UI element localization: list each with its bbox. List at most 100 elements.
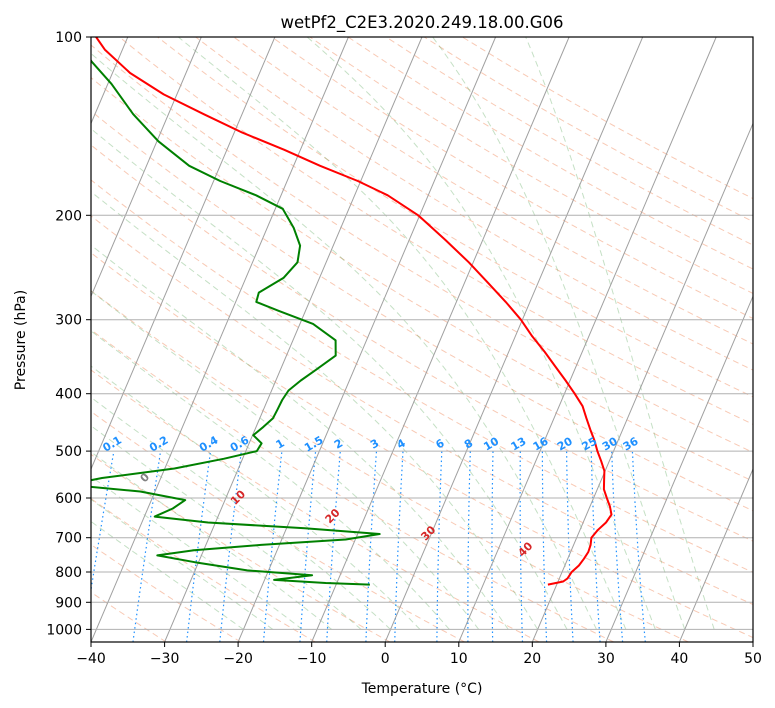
mixing-ratio-label: 4 [395, 436, 408, 451]
moist-adiabat [432, 37, 686, 630]
dry-adiabat [233, 37, 753, 345]
mixing-ratio-line [262, 451, 283, 642]
x-tick-label: −20 [223, 651, 253, 667]
x-tick-label: 40 [670, 651, 688, 667]
moist-adiabat [91, 52, 597, 630]
isotherm-line [237, 37, 497, 642]
y-axis-label: Pressure (hPa) [13, 290, 29, 390]
y-tick-label: 900 [55, 595, 82, 611]
axes: −40 −30 −20 −10 0 10 20 30 40 50 100 200 300 400 500 60… [46, 30, 762, 667]
mixing-ratio-label: 6 [433, 436, 446, 451]
mixing-ratio-line [326, 451, 341, 642]
temperature-profile [95, 37, 613, 586]
dry-adiabat [91, 144, 753, 542]
isotherm-line [91, 37, 349, 642]
mixing-ratio-label: 3 [368, 437, 381, 452]
dry-adiabat [91, 110, 753, 512]
mixing-ratio-line [611, 451, 624, 642]
isotherm-line [91, 37, 202, 298]
mixing-ratio-line [186, 451, 212, 642]
moist-adiabat [306, 37, 656, 630]
isotherm-line [91, 37, 276, 471]
mixing-ratio-line [219, 451, 242, 642]
dry-adiabat [91, 369, 540, 642]
dry-adiabat [385, 37, 753, 246]
mixing-ratio-line [541, 451, 548, 642]
isotherm-line [384, 37, 644, 642]
y-tick-label: 500 [55, 444, 82, 460]
moist-adiabat [91, 425, 362, 630]
moist-adiabat [91, 396, 391, 630]
x-tick-label: 0 [381, 651, 390, 667]
isotherm-line [605, 294, 753, 642]
x-axis-label: Temperature (°C) [361, 681, 483, 697]
x-tick-label: −30 [150, 651, 180, 667]
moist-adiabat [91, 451, 332, 630]
mixing-ratio-line [299, 451, 317, 642]
isotherm-line [164, 37, 423, 642]
dry-adiabat [195, 37, 753, 371]
x-tick-label: 30 [597, 651, 615, 667]
moist-adiabat [525, 37, 715, 630]
mixing-ratio-line [365, 451, 378, 642]
y-tick-label: 200 [55, 208, 82, 224]
moist-adiabat [91, 520, 244, 630]
mixing-ratio-line [436, 451, 443, 642]
plot-frame [90, 36, 754, 643]
moist-adiabat [91, 290, 480, 630]
x-tick-label: 50 [744, 651, 762, 667]
x-tick-label: 20 [523, 651, 541, 667]
dry-adiabat [91, 44, 753, 453]
dry-adiabat [91, 215, 753, 606]
mixing-ratio-line [394, 451, 404, 642]
dewpoint-profile [91, 58, 381, 586]
dry-adiabat [157, 37, 753, 398]
y-tick-label: 700 [55, 531, 82, 547]
mixing-ratio-line [467, 451, 471, 642]
isopleth-labels: 0.1 0.2 0.4 0.6 1 1.5 2 3 4 6 8 10 13 16 20 25 30 3601020… [100, 433, 640, 559]
isotherm-line [678, 467, 753, 642]
y-tick-label: 800 [55, 565, 82, 581]
dry-adiabat-label: 10 [228, 487, 248, 507]
isotherm-line [531, 122, 753, 642]
moist-adiabat [177, 37, 627, 630]
dry-adiabat [91, 329, 614, 642]
y-tick-label: 400 [55, 387, 82, 403]
mixing-ratio-label: 2 [332, 437, 345, 452]
mixing-ratio-line [631, 451, 646, 642]
isotherm-line [311, 37, 570, 642]
profiles [91, 37, 613, 586]
mixing-ratio-line [590, 451, 601, 642]
x-tick-label: −40 [76, 651, 106, 667]
dry-adiabat [91, 252, 753, 639]
y-tick-label: 100 [55, 30, 82, 46]
mixing-ratio-line [91, 450, 115, 594]
chart-title: wetPf2_C2E3.2020.249.18.00.G06 [280, 13, 563, 33]
isotherm-line [752, 640, 753, 642]
dry-adiabat [91, 76, 753, 482]
mixing-ratio-label: 1 [274, 437, 287, 452]
mixing-ratio-line [519, 451, 524, 642]
mixing-ratio-label: 8 [462, 437, 475, 452]
y-tick-label: 1000 [46, 622, 82, 638]
dry-adiabat [119, 37, 753, 425]
moist-adiabat [91, 330, 450, 630]
x-tick-label: −10 [297, 651, 327, 667]
dry-adiabat [91, 498, 316, 642]
dry-adiabat [91, 543, 242, 642]
grid [91, 37, 753, 642]
y-tick-label: 600 [55, 491, 82, 507]
dry-adiabat [462, 37, 753, 200]
dry-adiabat-label: 40 [515, 539, 535, 559]
dry-adiabat [91, 179, 753, 573]
mixing-ratio-line [566, 451, 574, 642]
mixing-ratio-line [491, 451, 494, 642]
moist-adiabat [91, 128, 568, 630]
moist-adiabat [91, 244, 509, 630]
dry-adiabat-label: 30 [418, 523, 438, 543]
moist-adiabat [91, 498, 274, 630]
dry-adiabat [271, 37, 753, 320]
x-tick-label: 10 [450, 651, 468, 667]
dry-adiabat [309, 37, 753, 295]
